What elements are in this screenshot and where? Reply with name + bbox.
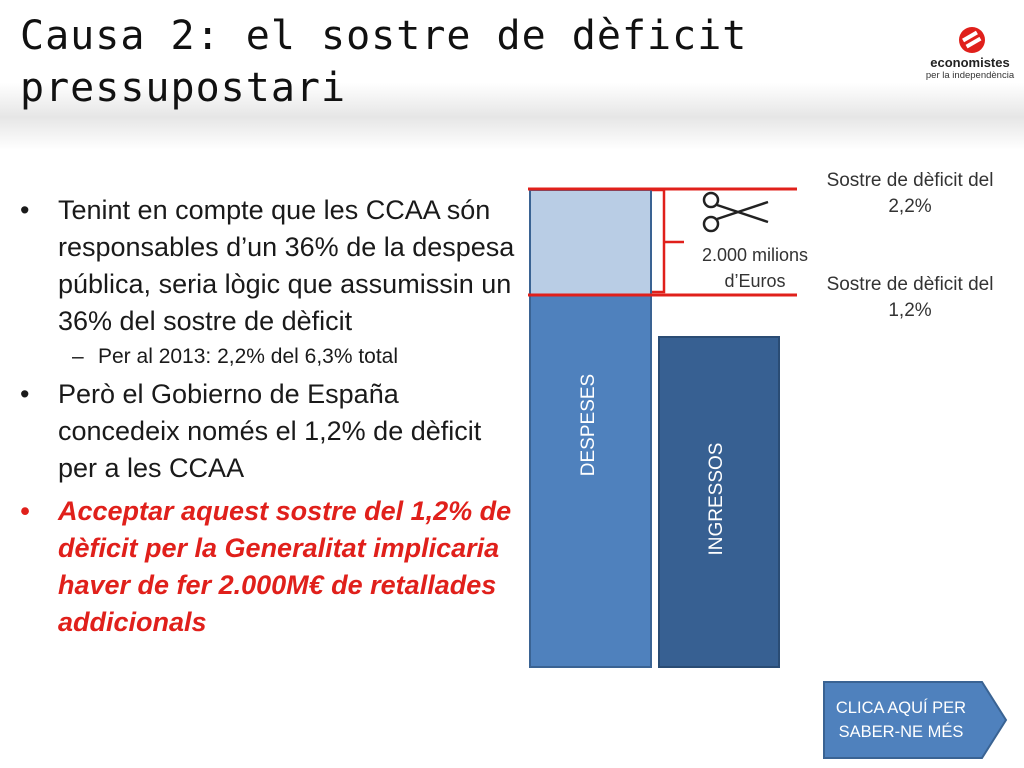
upper-ceiling-label: Sostre de dèficit del 2,2%	[826, 170, 994, 217]
bullet-list: • Tenint en compte que les CCAA són resp…	[20, 192, 525, 647]
bullet-item: • Però el Gobierno de España concedeix n…	[20, 376, 525, 487]
slide-title: Causa 2: el sostre de dèficit pressupost…	[20, 13, 748, 111]
sub-bullet-text: Per al 2013: 2,2% del 6,3% total	[98, 345, 399, 368]
scissors-icon	[702, 191, 769, 233]
logo-line-1: economistes	[930, 55, 1010, 70]
bullet-marker: •	[20, 496, 30, 526]
gap-amount-label: 2.000 milions d’Euros	[701, 245, 809, 291]
logo-line-2: per la independència	[925, 70, 1015, 81]
lower-ceiling-label: Sostre de dèficit del 1,2%	[826, 274, 994, 321]
bullet-text: Però el Gobierno de España concedeix nom…	[58, 379, 482, 483]
sub-bullet-marker: –	[72, 345, 84, 368]
gap-bracket	[652, 188, 666, 294]
learn-more-button[interactable]: CLICA AQUÍ PER SABER-NE MÉS	[822, 680, 1008, 760]
bullet-item: • Tenint en compte que les CCAA són resp…	[20, 192, 525, 340]
header-band	[0, 0, 1024, 150]
logo-icon	[959, 27, 985, 53]
ingressos-label: INGRESSOS	[706, 442, 727, 556]
cta-arrow-shape	[823, 681, 1008, 759]
cta-label[interactable]: CLICA AQUÍ PER SABER-NE MÉS	[835, 699, 967, 741]
logo-text: economistes per la independència	[920, 55, 1020, 82]
bullet-marker: •	[20, 195, 30, 225]
bullet-text: Acceptar aquest sostre del 1,2% de dèfic…	[58, 496, 512, 637]
bullet-text: Tenint en compte que les CCAA són respon…	[58, 195, 515, 336]
despeses-label: DESPESES	[578, 373, 599, 477]
ingressos-bar	[658, 336, 780, 668]
sub-bullet-item: – Per al 2013: 2,2% del 6,3% total	[20, 342, 525, 372]
despeses-cut-segment	[531, 191, 650, 295]
bullet-marker: •	[20, 379, 30, 409]
highlight-bullet-item: • Acceptar aquest sostre del 1,2% de dèf…	[20, 493, 525, 641]
